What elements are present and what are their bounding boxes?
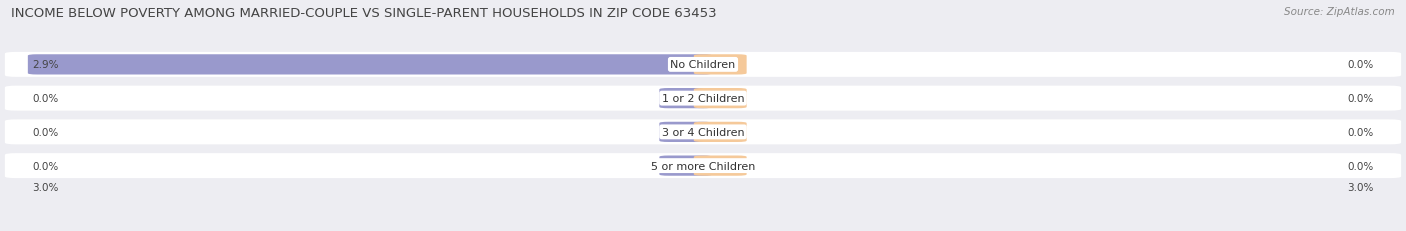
Text: INCOME BELOW POVERTY AMONG MARRIED-COUPLE VS SINGLE-PARENT HOUSEHOLDS IN ZIP COD: INCOME BELOW POVERTY AMONG MARRIED-COUPL…	[11, 7, 717, 20]
FancyBboxPatch shape	[4, 86, 1402, 111]
FancyBboxPatch shape	[659, 122, 713, 142]
Text: 0.0%: 0.0%	[1347, 127, 1374, 137]
FancyBboxPatch shape	[4, 53, 1402, 78]
Text: 3.0%: 3.0%	[1347, 182, 1374, 192]
Text: 0.0%: 0.0%	[32, 127, 59, 137]
Text: 5 or more Children: 5 or more Children	[651, 161, 755, 171]
Text: 0.0%: 0.0%	[1347, 94, 1374, 104]
FancyBboxPatch shape	[693, 89, 747, 109]
Text: 0.0%: 0.0%	[1347, 60, 1374, 70]
FancyBboxPatch shape	[693, 156, 747, 176]
Text: No Children: No Children	[671, 60, 735, 70]
FancyBboxPatch shape	[4, 153, 1402, 178]
Text: 0.0%: 0.0%	[32, 94, 59, 104]
Text: 1 or 2 Children: 1 or 2 Children	[662, 94, 744, 104]
FancyBboxPatch shape	[4, 120, 1402, 145]
FancyBboxPatch shape	[693, 55, 747, 75]
FancyBboxPatch shape	[659, 156, 713, 176]
Text: 3.0%: 3.0%	[32, 182, 59, 192]
Text: 0.0%: 0.0%	[32, 161, 59, 171]
Text: 0.0%: 0.0%	[1347, 161, 1374, 171]
FancyBboxPatch shape	[28, 55, 713, 75]
FancyBboxPatch shape	[659, 89, 713, 109]
FancyBboxPatch shape	[693, 122, 747, 142]
Text: 2.9%: 2.9%	[32, 60, 59, 70]
Text: Source: ZipAtlas.com: Source: ZipAtlas.com	[1284, 7, 1395, 17]
Text: 3 or 4 Children: 3 or 4 Children	[662, 127, 744, 137]
